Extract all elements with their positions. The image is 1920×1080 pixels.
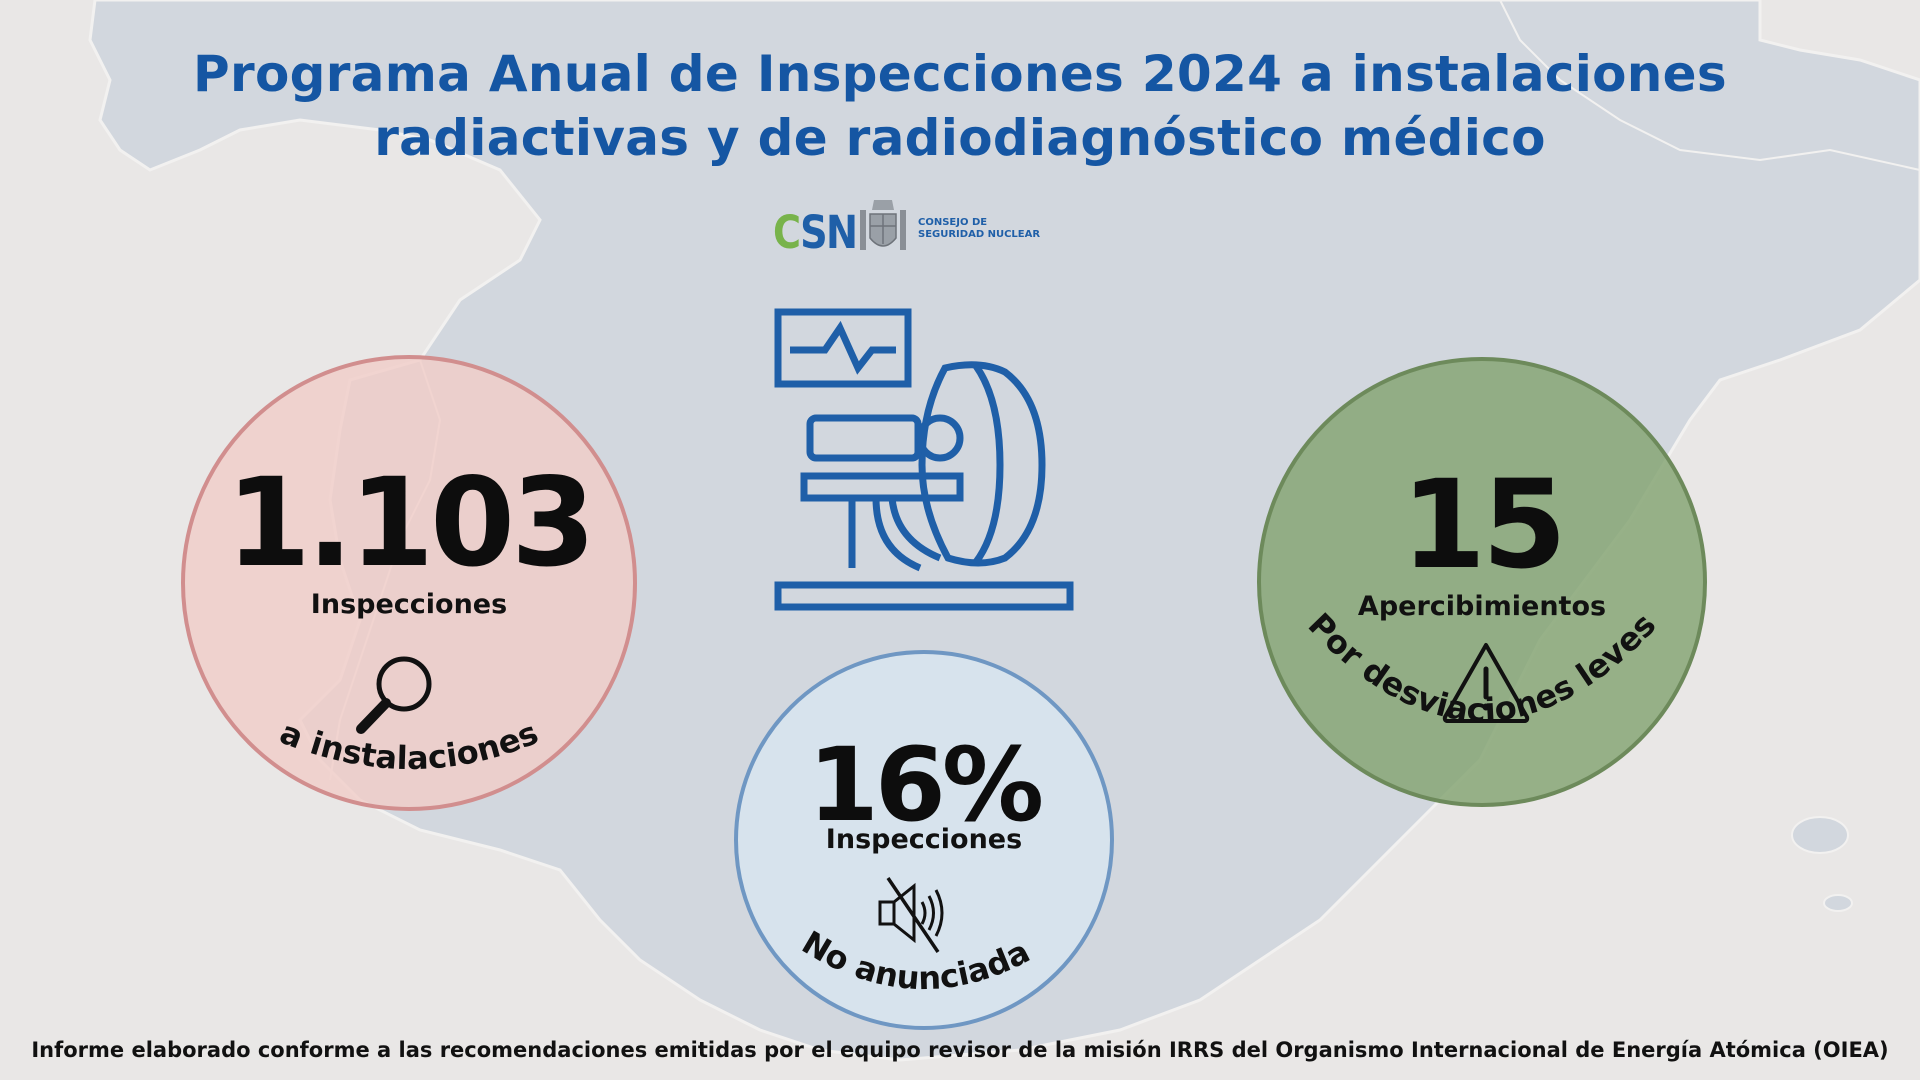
svg-text:a instalaciones: a instalaciones <box>275 713 543 777</box>
medical-scanner-icon <box>774 308 1074 611</box>
balearic-island <box>1791 816 1849 854</box>
coat-of-arms-icon <box>860 200 906 250</box>
stat-warnings-card: 15 Apercibimientos Por desviaciones leve… <box>1257 357 1707 807</box>
svg-text:Por desviaciones leves: Por desviaciones leves <box>1301 606 1663 730</box>
stat-inspections-arc: a instalaciones <box>275 713 543 777</box>
svg-text:No anunciadas: No anunciadas <box>738 654 1036 997</box>
stat-unannounced-card: 16% Inspecciones No anunciadas <box>734 650 1114 1030</box>
warning-triangle-icon <box>1442 643 1530 723</box>
csn-wordmark: CSN <box>773 206 858 259</box>
balearic-island <box>1823 894 1853 912</box>
stat-inspections-value: 1.103 <box>226 452 596 594</box>
csn-org-name: CONSEJO DE SEGURIDAD NUCLEAR <box>918 217 1041 240</box>
csn-logo: CSN CONSEJO DE SEGURIDAD NUCLEAR <box>770 192 1070 262</box>
stat-unannounced-value: 16% <box>807 726 1044 845</box>
stat-unannounced-label: Inspecciones <box>825 824 1023 855</box>
stat-inspections-arc-text: a instalaciones <box>275 713 543 777</box>
stat-unannounced-arc: No anunciadas <box>738 654 1036 997</box>
stat-inspections-label: Inspecciones <box>310 589 508 620</box>
muted-speaker-icon <box>878 877 944 953</box>
stat-inspections-card: 1.103 Inspecciones a instalaciones <box>181 355 637 811</box>
footer-note: Informe elaborado conforme a las recomen… <box>31 1038 1889 1062</box>
stat-warnings-value: 15 <box>1401 454 1567 596</box>
stat-unannounced-arc-text: No anunciadas <box>738 654 1036 997</box>
france-border <box>1499 0 1920 171</box>
title-line-1: Programa Anual de Inspecciones 2024 a in… <box>193 45 1727 103</box>
magnifier-icon <box>356 656 432 734</box>
iberia-land <box>88 0 1920 1062</box>
stat-warnings-label: Apercibimientos <box>1357 591 1607 622</box>
title-line-2: radiactivas y de radiodiagnóstico médico <box>374 109 1546 167</box>
stat-warnings-arc: Por desviaciones leves <box>1301 606 1663 730</box>
stat-warnings-arc-text: Por desviaciones leves <box>1301 606 1663 730</box>
page-title: Programa Anual de Inspecciones 2024 a in… <box>160 42 1760 170</box>
